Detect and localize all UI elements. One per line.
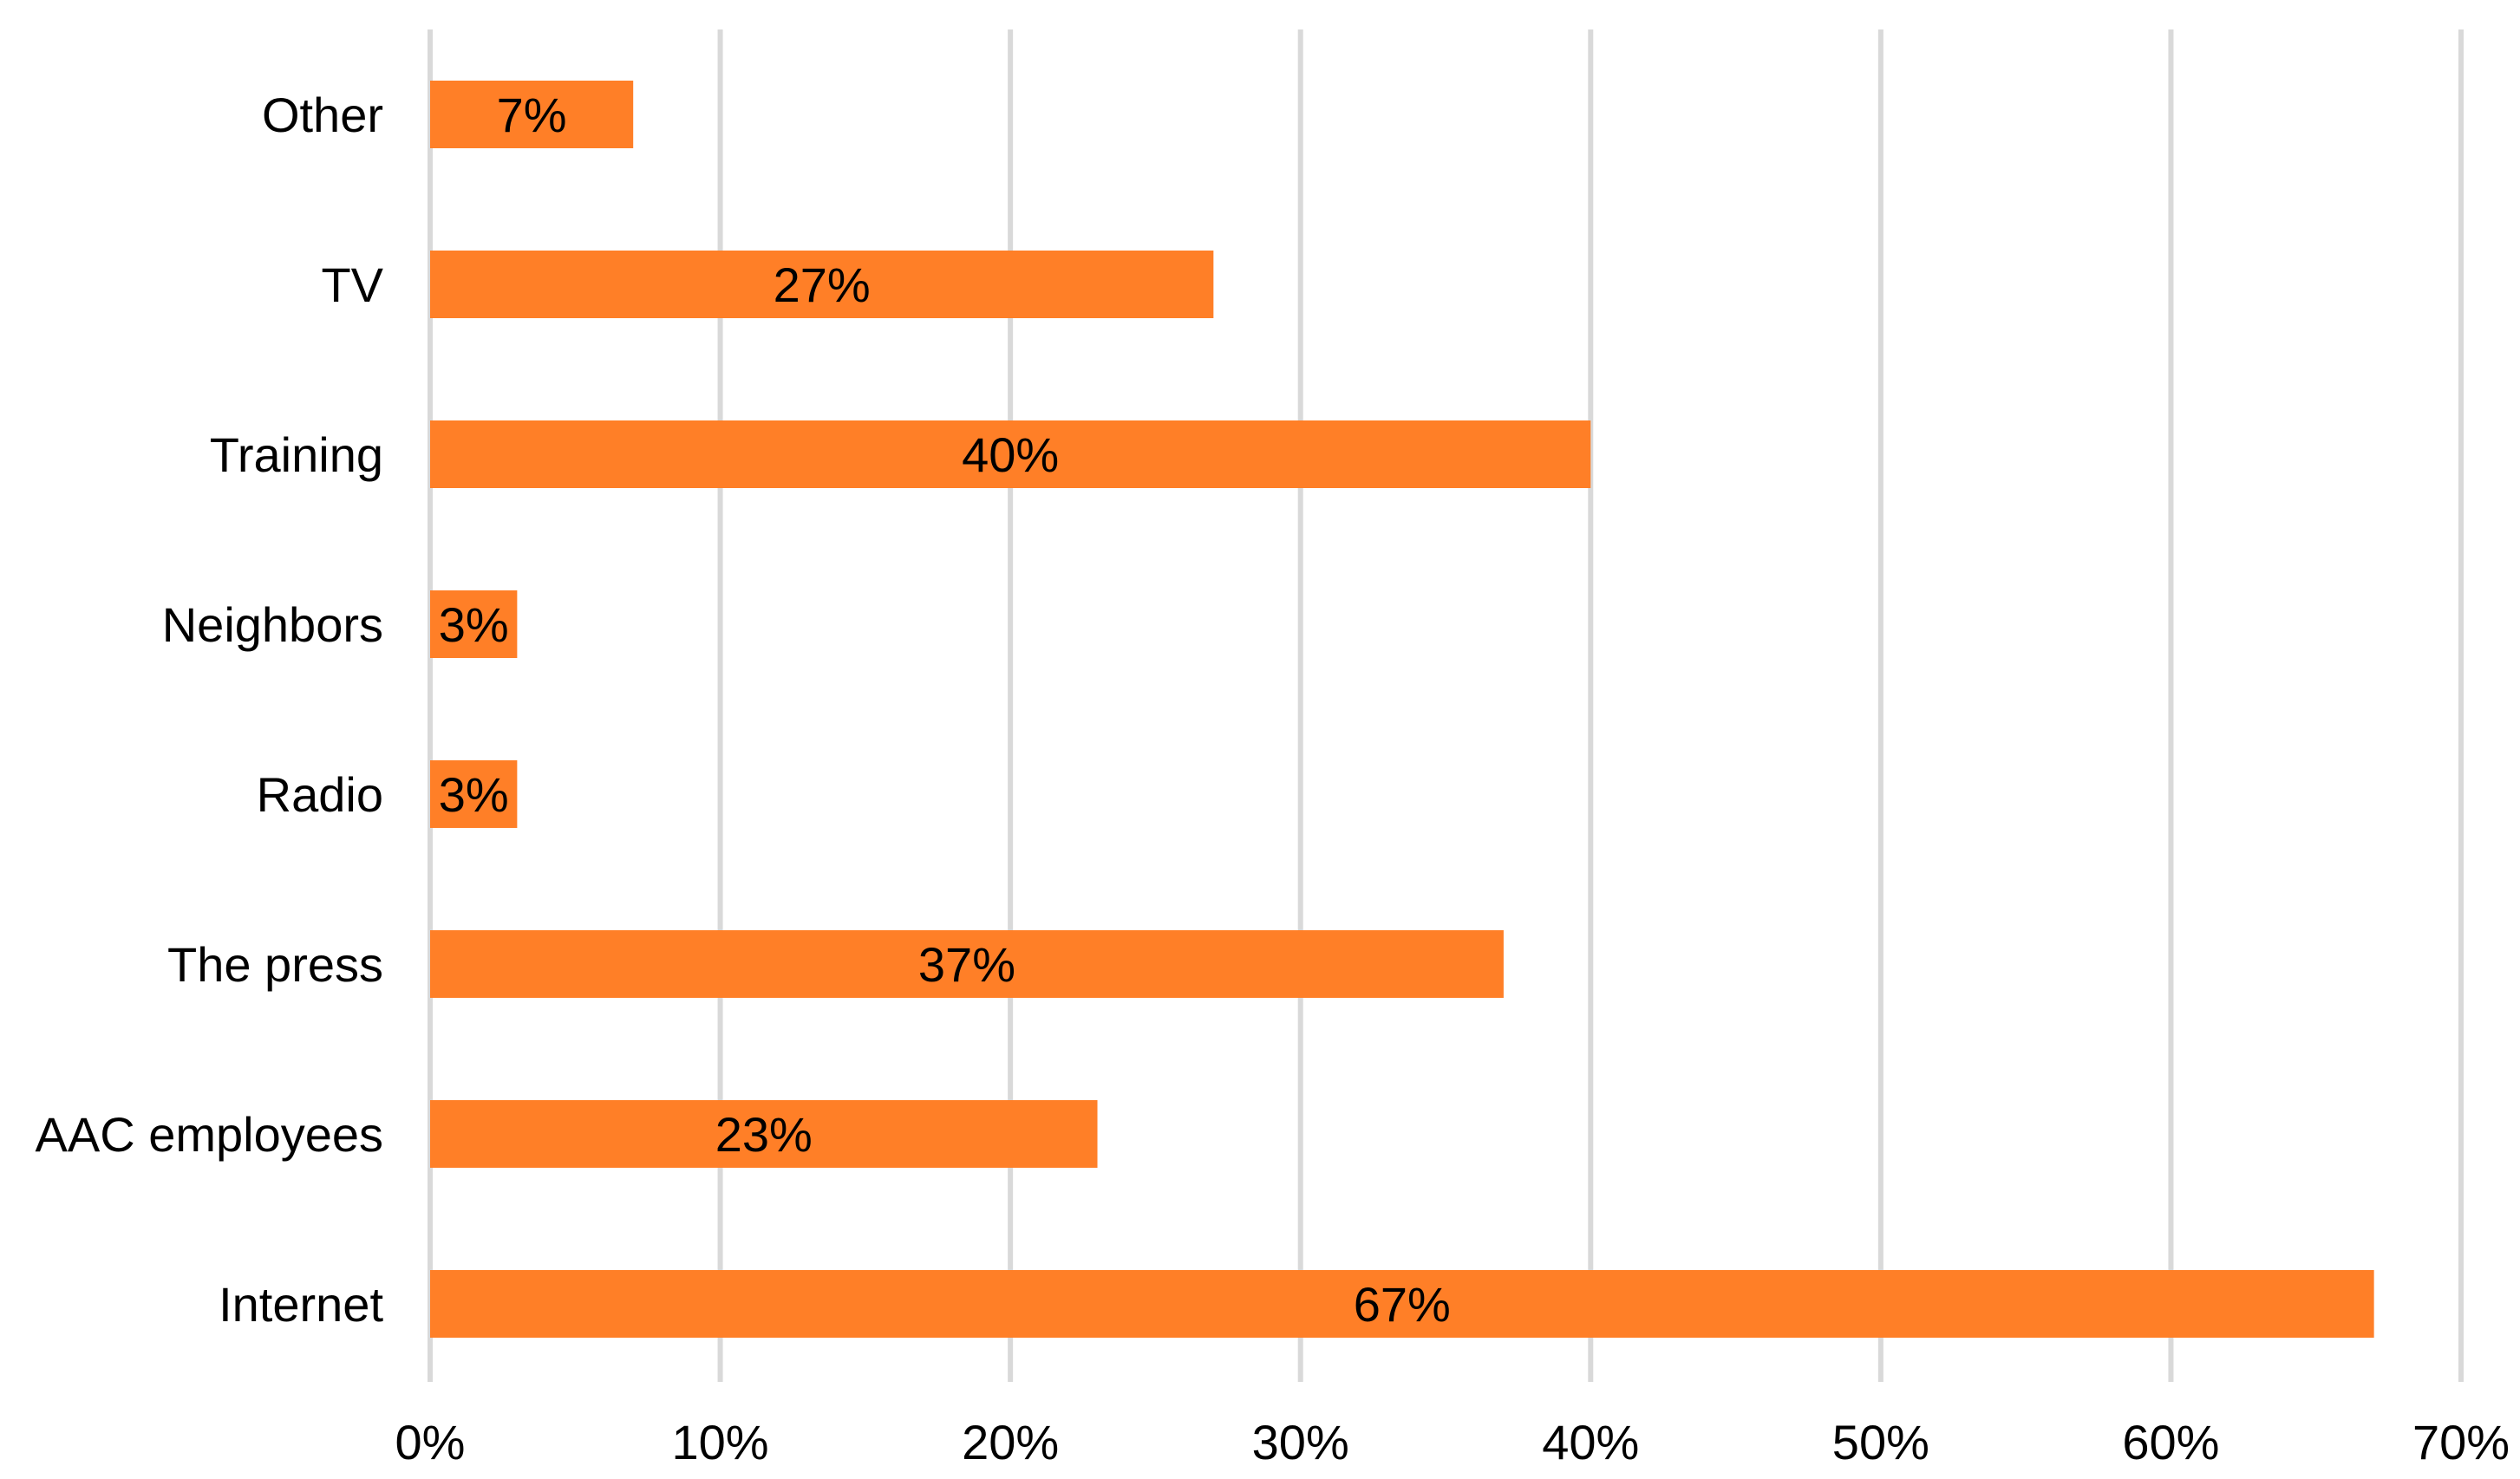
- category-label: Internet: [219, 1277, 383, 1332]
- bar-training: [430, 420, 1591, 488]
- data-labels: 7% 27% 40% 3% 3% 37% 23% 67%: [439, 88, 1451, 1332]
- x-tick-label: 50%: [1832, 1415, 1929, 1469]
- data-label: 7%: [497, 88, 567, 142]
- category-axis-labels: Other TV Training Neighbors Radio The press AA…: [35, 88, 383, 1332]
- data-label: 40%: [962, 427, 1059, 482]
- x-tick-label: 0%: [395, 1415, 466, 1469]
- category-label: The press: [167, 937, 383, 992]
- value-axis-labels: 0% 10% 20% 30% 40% 50% 60% 70%: [395, 1415, 2510, 1469]
- bar-the-press: [430, 930, 1504, 998]
- category-label: Neighbors: [162, 597, 383, 652]
- x-tick-label: 60%: [2122, 1415, 2219, 1469]
- data-label: 37%: [918, 937, 1015, 992]
- x-tick-label: 20%: [962, 1415, 1059, 1469]
- bar-other: [430, 81, 634, 148]
- data-label: 3%: [439, 597, 509, 652]
- bar-radio: [430, 760, 518, 828]
- bars: [430, 81, 2374, 1338]
- category-label: Training: [210, 427, 383, 482]
- category-label: AAC employees: [35, 1107, 383, 1162]
- x-tick-label: 30%: [1252, 1415, 1349, 1469]
- x-tick-label: 70%: [2412, 1415, 2510, 1469]
- x-tick-label: 40%: [1542, 1415, 1639, 1469]
- bar-internet: [430, 1270, 2374, 1338]
- category-label: Radio: [257, 767, 383, 822]
- data-label: 27%: [774, 257, 871, 312]
- x-tick-label: 10%: [672, 1415, 769, 1469]
- bar-neighbors: [430, 590, 518, 658]
- gridlines: [428, 29, 2464, 1382]
- category-label: Other: [262, 88, 383, 142]
- data-label: 3%: [439, 767, 509, 822]
- data-label: 23%: [715, 1107, 813, 1162]
- category-label: TV: [321, 257, 383, 312]
- bar-aac-employees: [430, 1100, 1098, 1168]
- bar-tv: [430, 251, 1214, 318]
- data-label: 67%: [1354, 1277, 1451, 1332]
